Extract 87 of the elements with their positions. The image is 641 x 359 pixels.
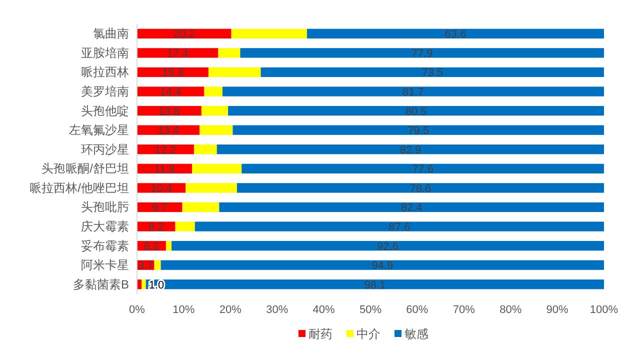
legend-label: 中介: [356, 327, 380, 341]
bar: [228, 106, 604, 116]
data-label: 63.6: [444, 28, 466, 41]
y-tick-label: 头孢哌酮/舒巴坦: [42, 162, 129, 176]
y-tick-label: 多黏菌素B: [72, 277, 129, 292]
data-label: 17.4: [166, 48, 188, 60]
data-label: 9.7: [152, 202, 168, 214]
bar: [194, 222, 604, 232]
bar: [137, 86, 204, 96]
y-tick-label: 妥布霉素: [81, 238, 129, 253]
data-label: 77.9: [411, 48, 433, 60]
data-label: 15.3: [162, 67, 184, 80]
bar: [204, 86, 222, 96]
y-tick-label: 环丙沙星: [81, 142, 129, 156]
data-label: 3.7: [138, 260, 154, 272]
data-label: 13.4: [158, 125, 179, 138]
bar: [142, 280, 146, 290]
data-label: 87.6: [388, 222, 410, 234]
data-label: 1.0: [148, 279, 164, 292]
x-tick-label: 70%: [452, 304, 476, 316]
data-label: 81.7: [402, 86, 424, 98]
data-label: 14.4: [160, 86, 182, 98]
y-tick-label: 美罗培南: [81, 84, 129, 98]
data-label: 6.2: [144, 240, 160, 253]
data-label: 78.6: [410, 182, 432, 195]
bar: [242, 164, 604, 174]
data-label: 12.2: [154, 144, 176, 156]
data-label: 80.5: [405, 106, 427, 118]
data-label: 79.5: [408, 125, 430, 138]
x-tick-label: 80%: [500, 304, 522, 316]
bar: [306, 28, 604, 38]
y-tick-label: 氯曲南: [93, 26, 129, 41]
x-tick-label: 20%: [219, 304, 242, 316]
legend-label: 耐药: [308, 327, 332, 341]
y-tick-label: 庆大霉素: [81, 220, 129, 234]
bar: [216, 144, 604, 154]
bar: [182, 202, 220, 212]
bar: [166, 240, 172, 251]
y-tick-label: 头孢他啶: [81, 104, 129, 118]
y-tick-label: 左氧氟沙星: [69, 123, 129, 138]
data-label: 94.9: [372, 260, 394, 272]
bar: [146, 280, 604, 290]
data-label: 82.4: [400, 202, 422, 214]
data-label: 77.6: [412, 164, 434, 176]
bar: [194, 144, 217, 154]
data-label: 73.5: [422, 67, 444, 80]
bar: [208, 67, 261, 78]
bar: [236, 183, 604, 193]
bar: [240, 48, 604, 58]
y-tick-label: 亚胺培南: [81, 46, 129, 60]
data-label: 20.2: [173, 28, 195, 41]
bar: [160, 260, 604, 270]
bar: [218, 48, 240, 58]
bar: [260, 67, 604, 78]
bar: [231, 28, 307, 38]
bar: [154, 260, 161, 270]
bar: [222, 86, 604, 96]
bar: [201, 106, 228, 116]
data-label: 13.8: [158, 106, 180, 118]
x-tick-label: 100%: [590, 304, 618, 316]
data-label: 10.4: [150, 182, 172, 195]
data-label: 92.6: [377, 240, 398, 253]
data-label: 82.9: [400, 144, 422, 156]
bar: [232, 125, 604, 135]
x-tick-label: 30%: [266, 304, 288, 316]
x-tick-label: 10%: [172, 304, 195, 316]
x-tick-label: 50%: [359, 304, 382, 316]
bar: [192, 164, 242, 174]
legend-label: 敏感: [404, 327, 428, 341]
x-tick-label: 90%: [546, 304, 569, 316]
bar: [137, 28, 232, 38]
bar: [219, 202, 604, 212]
bar: [172, 240, 604, 251]
data-label: 11.8: [154, 164, 175, 176]
data-label: 8.2: [148, 222, 164, 234]
bar: [137, 48, 218, 58]
bar: [186, 183, 237, 193]
y-tick-label: 哌拉西林/他唑巴坦: [30, 180, 129, 195]
y-tick-label: 阿米卡星: [81, 258, 129, 272]
data-label: 98.1: [364, 279, 386, 292]
y-tick-label: 哌拉西林: [81, 65, 129, 80]
bar: [175, 222, 195, 232]
x-tick-label: 60%: [406, 304, 428, 316]
bar: [200, 125, 233, 135]
x-tick-label: 40%: [312, 304, 336, 316]
y-tick-label: 头孢吡肟: [81, 200, 129, 214]
x-tick-label: 0%: [129, 304, 146, 316]
